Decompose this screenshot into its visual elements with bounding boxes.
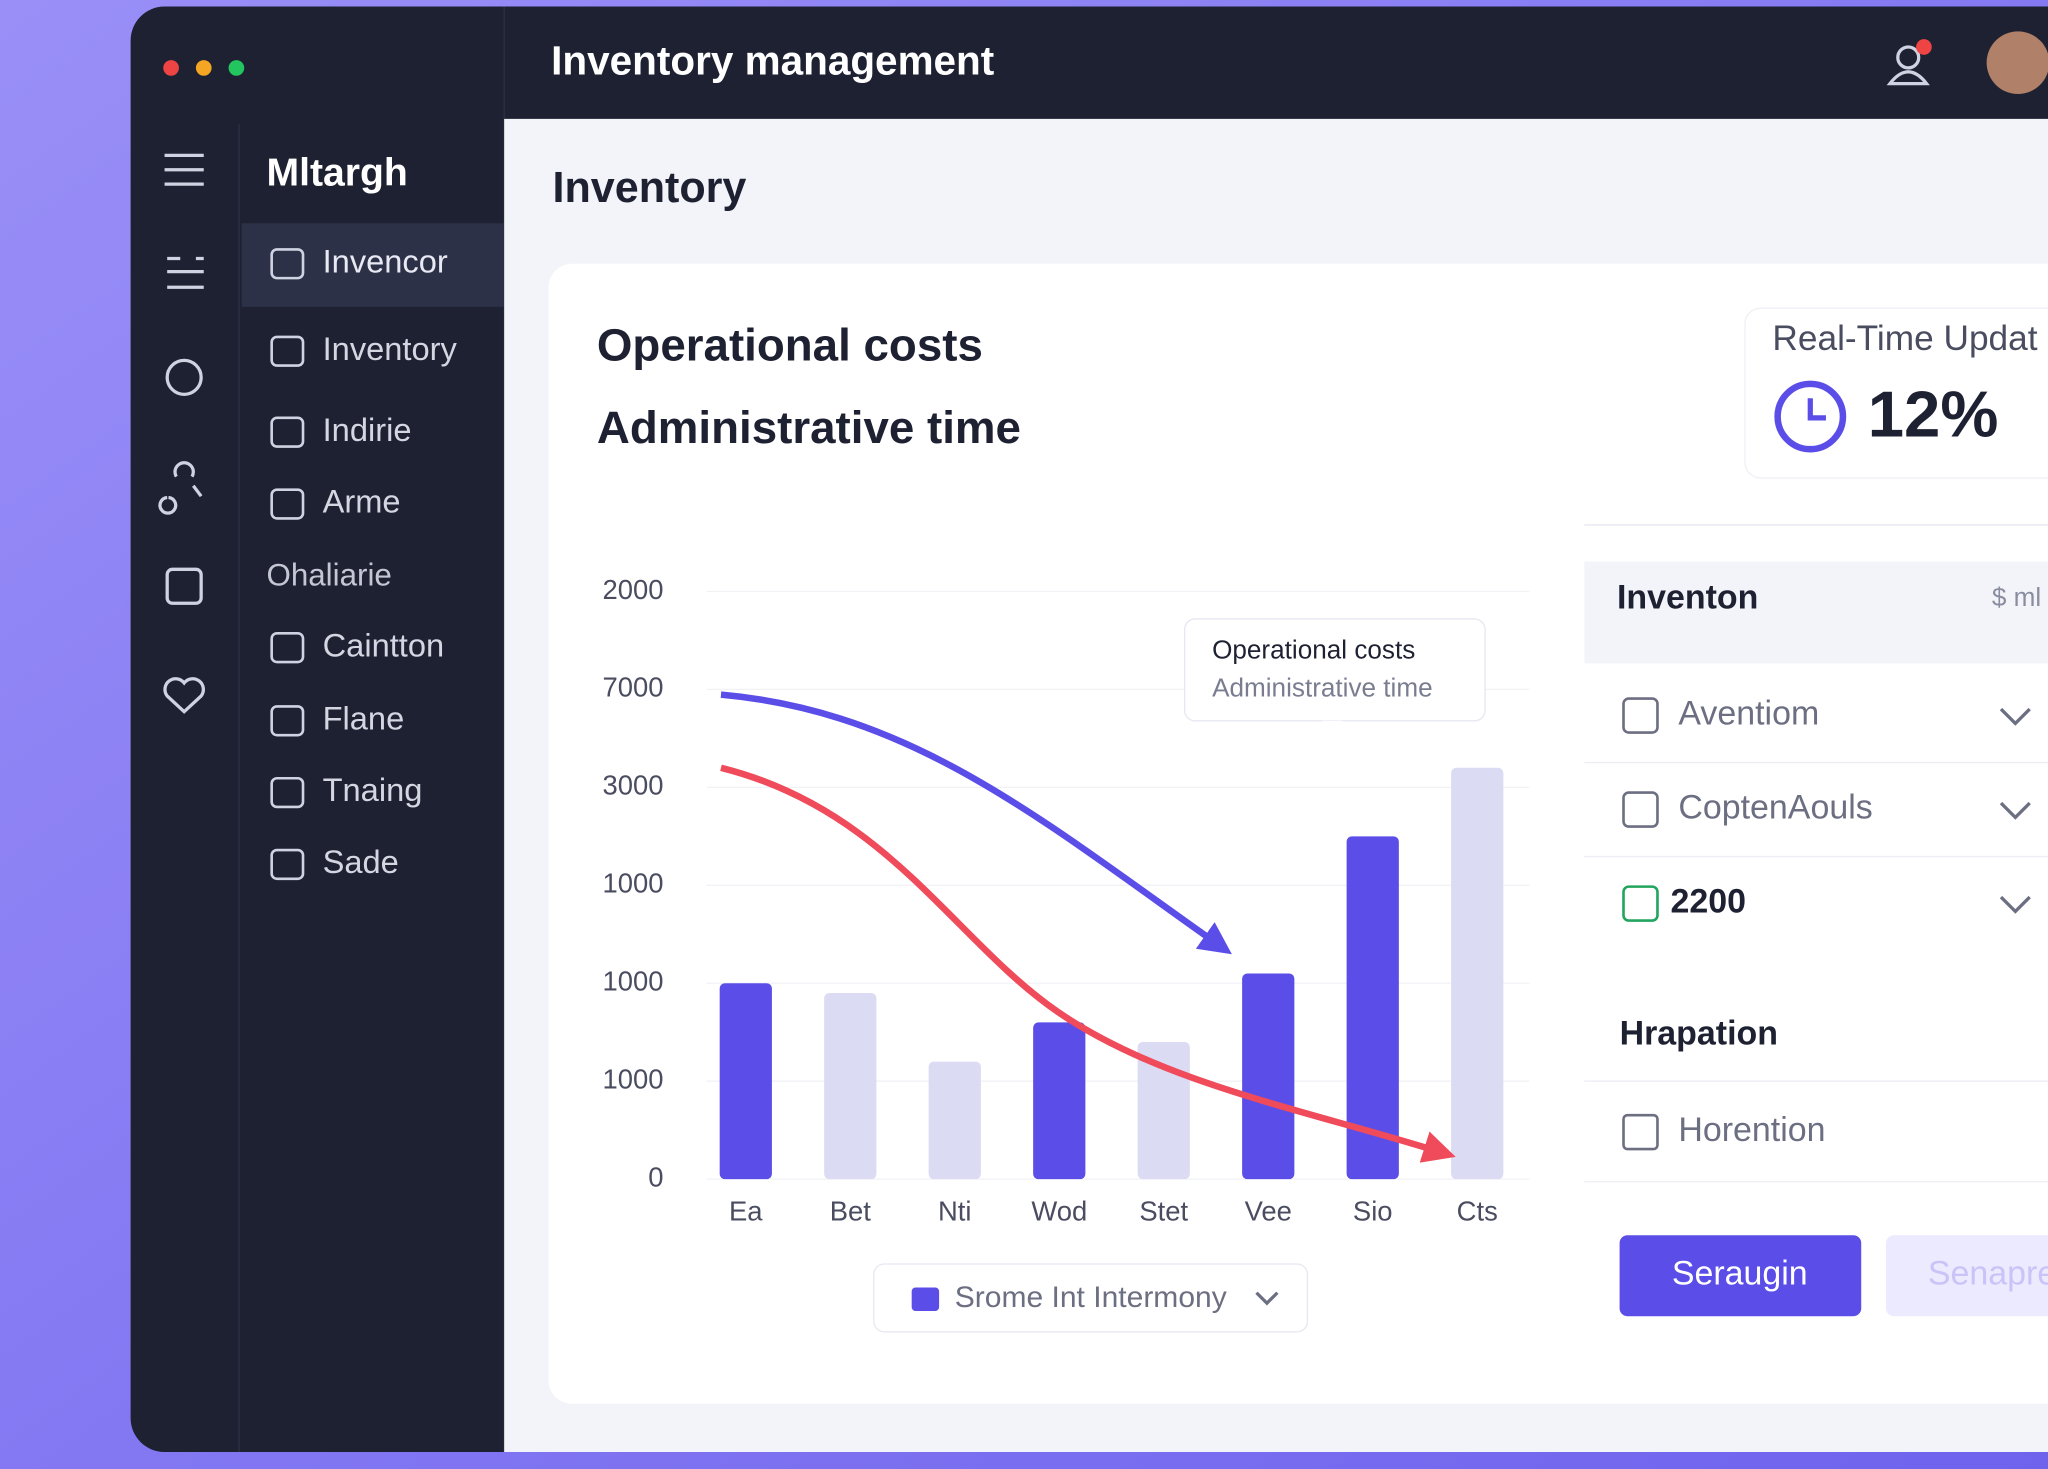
- nav: Invencor Inventory Indirie Arme Ohaliarie Cai…: [266, 242, 458, 881]
- x-tick-label: Vee: [1245, 1195, 1292, 1226]
- trend-arrow: [720, 691, 1232, 955]
- y-tick-label: 2000: [603, 574, 664, 605]
- panel-row[interactable]: 2200: [1671, 883, 1747, 921]
- panel-title: Inventon: [1617, 578, 1758, 616]
- chevron: [1999, 801, 2031, 820]
- bar: [928, 1061, 981, 1180]
- row-icon: [1622, 697, 1659, 734]
- nav-item[interactable]: Flane: [323, 699, 405, 736]
- window-title: Inventory management: [551, 38, 994, 84]
- nav-section: Ohaliarie: [266, 557, 391, 592]
- realtime-label: Real-Time Updat: [1772, 319, 2037, 358]
- notification-dot: [1916, 39, 1932, 55]
- realtime-card: [1744, 307, 2048, 479]
- secondary-button[interactable]: [1886, 1235, 2048, 1317]
- clock-hand: [1807, 398, 1826, 421]
- button-label[interactable]: Senapre: [1928, 1255, 2048, 1293]
- bar: [1451, 767, 1504, 1180]
- nav-item[interactable]: Invencor: [323, 242, 448, 279]
- trend-arrow: [720, 764, 1456, 1163]
- nav-icon: [270, 488, 305, 520]
- clock-icon: [1774, 380, 1847, 453]
- rail-icon[interactable]: [158, 461, 203, 515]
- brand: Mltargh: [266, 151, 407, 194]
- bar: [1242, 973, 1295, 1180]
- nav-item[interactable]: Inventory: [323, 330, 458, 367]
- x-tick-label: Ea: [729, 1195, 763, 1226]
- bar: [1033, 1022, 1086, 1180]
- chevron: [1999, 895, 2031, 914]
- nav-item[interactable]: Sade: [323, 843, 399, 880]
- minimize-dot[interactable]: [195, 60, 212, 76]
- chevron: [1255, 1291, 1279, 1306]
- panel-header: [1584, 561, 2048, 664]
- chevron: [1999, 707, 2031, 726]
- section-title: Hrapation: [1620, 1014, 1778, 1052]
- bar: [719, 983, 772, 1180]
- legend-swatch: [911, 1287, 940, 1312]
- panel-row[interactable]: CoptenAouls: [1678, 789, 1872, 827]
- realtime-value: 12%: [1868, 377, 1999, 450]
- y-tick-label: 1000: [603, 868, 664, 899]
- y-tick-label: 0: [648, 1161, 663, 1192]
- nav-icon: [270, 631, 305, 664]
- x-tick-label: Cts: [1457, 1195, 1498, 1226]
- tooltip-subtitle: Administrative time: [1212, 672, 1433, 702]
- y-tick-label: 7000: [603, 672, 664, 703]
- bar: [824, 993, 877, 1180]
- rail-icon[interactable]: [165, 358, 203, 396]
- bar: [1346, 836, 1399, 1180]
- y-tick-label: 3000: [603, 770, 664, 801]
- nav-item[interactable]: Caintton: [323, 626, 445, 663]
- section-row[interactable]: Horention: [1678, 1111, 1825, 1149]
- x-tick-label: Sio: [1353, 1195, 1393, 1226]
- nav-icon: [270, 416, 305, 448]
- x-tick-label: Nti: [938, 1195, 972, 1226]
- bar: [1137, 1042, 1190, 1180]
- page-heading: Inventory: [552, 164, 746, 212]
- nav-icon: [270, 248, 305, 280]
- nav-item[interactable]: Indirie: [323, 411, 412, 448]
- nav-item[interactable]: Arme: [323, 483, 401, 520]
- button-label[interactable]: Seraugin: [1672, 1255, 1808, 1293]
- avatar[interactable]: [1986, 31, 2048, 95]
- icon-rail: [158, 153, 205, 714]
- panel-row[interactable]: Aventiom: [1678, 695, 1819, 733]
- y-tick-label: 1000: [603, 1063, 664, 1094]
- nav-icon: [270, 335, 305, 367]
- legend-label: Srome Int Intermony: [955, 1281, 1227, 1314]
- panel-unit: $ ml: [1992, 582, 2041, 612]
- primary-button[interactable]: [1619, 1235, 1862, 1317]
- row-icon: [1622, 885, 1659, 922]
- nav-icon: [270, 848, 305, 881]
- nav-active: [241, 223, 505, 307]
- rail-icon[interactable]: [163, 677, 205, 714]
- chart-title: Operational costs: [597, 320, 983, 371]
- x-tick-label: Stet: [1139, 1195, 1188, 1226]
- nav-icon: [270, 705, 305, 737]
- user-icon[interactable]: [1886, 45, 1930, 86]
- nav-icon: [270, 776, 305, 809]
- y-tick-label: 1000: [603, 966, 664, 997]
- tooltip-pointer: [1321, 720, 1343, 737]
- tooltip-title: Operational costs: [1212, 634, 1415, 664]
- panel-rows: Aventiom CoptenAouls 2200: [1584, 695, 2048, 922]
- chart-subtitle: Administrative time: [597, 402, 1021, 453]
- row-icon: [1622, 1113, 1659, 1151]
- x-tick-label: Bet: [830, 1195, 872, 1226]
- row-icon: [1622, 791, 1659, 828]
- rail-icon[interactable]: [165, 567, 203, 605]
- nav-item[interactable]: Tnaing: [323, 771, 423, 808]
- menu-icon[interactable]: [164, 153, 204, 186]
- x-tick-label: Wod: [1031, 1195, 1087, 1226]
- close-dot[interactable]: [163, 60, 179, 76]
- legend[interactable]: [873, 1263, 1309, 1333]
- rail-icon[interactable]: [167, 256, 204, 289]
- maximize-dot[interactable]: [228, 60, 245, 76]
